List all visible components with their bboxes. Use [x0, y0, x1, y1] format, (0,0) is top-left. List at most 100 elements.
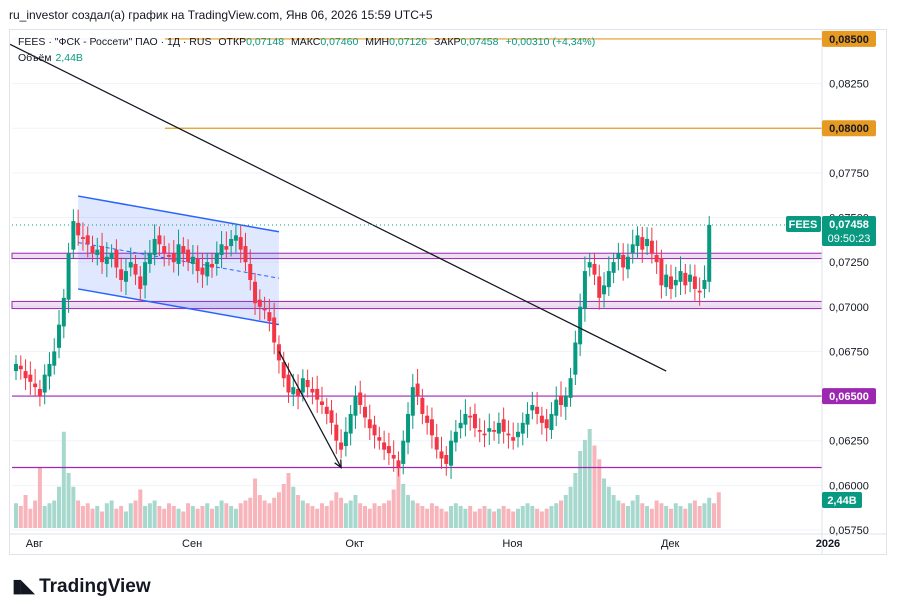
candle-body[interactable] [80, 237, 85, 239]
candle-body[interactable] [420, 397, 425, 414]
candle-body[interactable] [47, 363, 52, 377]
candle-body[interactable] [147, 253, 152, 264]
candle-body[interactable] [386, 446, 391, 454]
candle-body[interactable] [23, 371, 28, 379]
candle-body[interactable] [477, 430, 482, 432]
candle-body[interactable] [463, 413, 468, 425]
candle-body[interactable] [472, 413, 477, 429]
candle-body[interactable] [257, 299, 262, 307]
candle-body[interactable] [224, 246, 229, 250]
candle-body[interactable] [100, 246, 105, 263]
candle-body[interactable] [415, 383, 420, 397]
candle-body[interactable] [339, 442, 344, 450]
candle-body[interactable] [606, 271, 611, 288]
tradingview-logo[interactable]: ▮◣ TradingView [12, 575, 151, 598]
candle-body[interactable] [363, 406, 367, 418]
candle-body[interactable] [573, 342, 578, 375]
chart-plot[interactable]: 0,085000,082500,080000,077500,075000,072… [10, 30, 886, 554]
candle-body[interactable] [210, 263, 215, 268]
candle-body[interactable] [382, 442, 387, 450]
candle-body[interactable] [133, 263, 138, 275]
candle-body[interactable] [578, 306, 583, 345]
candle-body[interactable] [664, 274, 669, 288]
candle-body[interactable] [453, 431, 458, 443]
candle-body[interactable] [654, 255, 659, 263]
candle-body[interactable] [559, 396, 564, 405]
candle-body[interactable] [439, 451, 444, 459]
candle-body[interactable] [66, 253, 71, 300]
candle-body[interactable] [190, 256, 195, 264]
candle-body[interactable] [597, 276, 602, 298]
candle-body[interactable] [205, 262, 210, 277]
candle-body[interactable] [214, 253, 219, 264]
candle-body[interactable] [233, 235, 238, 241]
candle-body[interactable] [138, 276, 143, 289]
candle-body[interactable] [52, 351, 57, 366]
candle-body[interactable] [410, 387, 415, 416]
candle-body[interactable] [649, 240, 654, 254]
candle-body[interactable] [90, 246, 95, 254]
channel-upper-line[interactable] [78, 195, 280, 233]
candle-body[interactable] [544, 419, 549, 429]
candle-body[interactable] [305, 380, 310, 388]
candle-body[interactable] [18, 365, 23, 370]
candle-body[interactable] [300, 378, 305, 393]
candle-body[interactable] [348, 413, 353, 434]
channel-lower-line[interactable] [78, 288, 280, 326]
candle-body[interactable] [554, 399, 559, 416]
candle-body[interactable] [272, 317, 277, 343]
candle-body[interactable] [401, 440, 406, 464]
candle-body[interactable] [42, 374, 47, 393]
candle-body[interactable] [539, 415, 544, 423]
candle-body[interactable] [515, 431, 520, 438]
candle-body[interactable] [425, 415, 430, 423]
candle-body[interactable] [506, 433, 511, 436]
candle-body[interactable] [143, 262, 148, 286]
candle-body[interactable] [563, 396, 568, 407]
candle-body[interactable] [343, 431, 348, 447]
candle-body[interactable] [458, 422, 463, 429]
candle-body[interactable] [496, 422, 501, 434]
candle-body[interactable] [587, 262, 592, 268]
candle-body[interactable] [162, 246, 167, 254]
candle-body[interactable] [668, 276, 673, 289]
candle-body[interactable] [114, 249, 119, 268]
candle-body[interactable] [329, 410, 334, 423]
price-zone[interactable] [11, 300, 823, 310]
candle-body[interactable] [229, 238, 234, 247]
candle-body[interactable] [444, 455, 449, 464]
candle-body[interactable] [482, 433, 487, 436]
chart-frame[interactable]: 0,085000,082500,080000,077500,075000,072… [9, 29, 887, 555]
arrow-line[interactable] [278, 351, 342, 468]
candle-body[interactable] [645, 238, 650, 247]
candle-body[interactable] [85, 235, 90, 245]
candle-body[interactable] [391, 455, 396, 459]
candle-body[interactable] [520, 422, 525, 434]
candle-body[interactable] [296, 388, 301, 397]
trendline[interactable] [10, 43, 667, 372]
candle-body[interactable] [181, 246, 186, 254]
candle-body[interactable] [621, 255, 626, 268]
candle-body[interactable] [310, 388, 315, 393]
candle-body[interactable] [238, 237, 243, 250]
candle-body[interactable] [697, 290, 702, 293]
candle-body[interactable] [324, 406, 329, 414]
candle-body[interactable] [673, 280, 678, 286]
candle-body[interactable] [688, 274, 693, 282]
candle-body[interactable] [659, 258, 664, 286]
candle-body[interactable] [434, 437, 439, 450]
candle-body[interactable] [616, 253, 621, 259]
candle-body[interactable] [630, 244, 635, 254]
candle-body[interactable] [640, 237, 645, 250]
candle-body[interactable] [286, 374, 291, 393]
candle-body[interactable] [109, 253, 114, 259]
candle-body[interactable] [611, 262, 616, 273]
candle-body[interactable] [535, 406, 540, 414]
candle-body[interactable] [592, 263, 597, 275]
candle-body[interactable] [449, 440, 454, 466]
candle-body[interactable] [396, 460, 401, 468]
candle-body[interactable] [243, 246, 248, 263]
candle-body[interactable] [468, 415, 473, 418]
candle-body[interactable] [253, 281, 258, 304]
candle-body[interactable] [33, 383, 38, 388]
